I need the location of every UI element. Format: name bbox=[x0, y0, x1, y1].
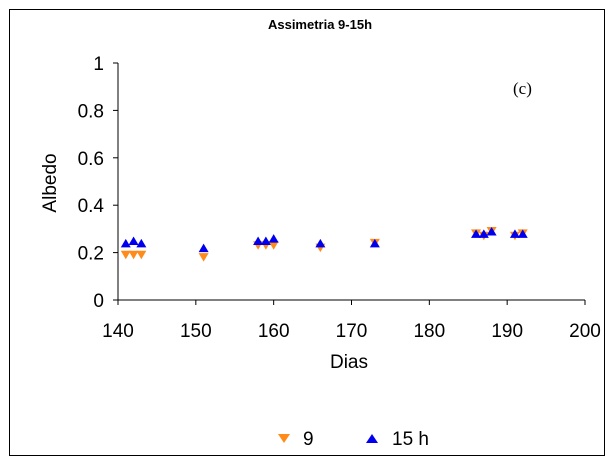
y-tick-label: 0.6 bbox=[78, 149, 104, 170]
panel-annotation: (c) bbox=[513, 79, 532, 98]
x-tick-label: 140 bbox=[102, 321, 134, 342]
data-point-15h bbox=[136, 238, 147, 248]
y-tick-label: 0.2 bbox=[78, 244, 104, 265]
x-tick-label: 170 bbox=[336, 321, 368, 342]
data-point-15h bbox=[198, 243, 209, 253]
data-point-9 bbox=[198, 253, 209, 262]
chart-frame bbox=[9, 9, 605, 456]
y-tick-label: 0.8 bbox=[78, 101, 104, 122]
legend-label-9: 9 bbox=[303, 429, 314, 450]
x-tick-label: 150 bbox=[180, 321, 212, 342]
x-tick-label: 180 bbox=[413, 321, 445, 342]
y-tick-label: 1 bbox=[93, 54, 104, 75]
legend-marker-9 bbox=[278, 434, 290, 443]
legend: 9 15 h bbox=[278, 429, 429, 450]
x-axis-label: Dias bbox=[330, 352, 368, 373]
legend-label-15h: 15 h bbox=[392, 429, 429, 450]
data-point-9 bbox=[120, 250, 131, 260]
data-point-15h bbox=[120, 238, 131, 248]
chart-title: Assimetria 9-15h bbox=[268, 17, 372, 32]
data-point-15h bbox=[253, 236, 264, 245]
data-point-9 bbox=[268, 241, 279, 250]
data-point-15h bbox=[509, 229, 520, 238]
data-point-15h bbox=[369, 238, 380, 248]
y-tick-label: 0 bbox=[93, 291, 104, 312]
data-point-15h bbox=[268, 234, 279, 243]
data-point-15h bbox=[486, 227, 497, 236]
data-point-9 bbox=[128, 250, 139, 260]
data-point-15h bbox=[260, 236, 271, 245]
data-point-15h bbox=[517, 229, 528, 238]
x-tick-label: 190 bbox=[491, 321, 523, 342]
plot-area: 0 0.2 0.4 0.6 0.8 1 140 150 160 170 180 190 200 bbox=[78, 54, 601, 342]
x-tick-label: 200 bbox=[569, 321, 601, 342]
data-point-15h bbox=[315, 238, 326, 248]
legend-marker-15h bbox=[366, 434, 378, 443]
y-axis-label: Albedo bbox=[40, 153, 61, 212]
data-point-15h bbox=[478, 229, 489, 238]
data-point-9 bbox=[136, 250, 147, 260]
data-point-15h bbox=[128, 236, 139, 245]
y-tick-label: 0.4 bbox=[78, 196, 105, 217]
data-point-15h bbox=[471, 229, 482, 238]
x-tick-label: 160 bbox=[258, 321, 290, 342]
